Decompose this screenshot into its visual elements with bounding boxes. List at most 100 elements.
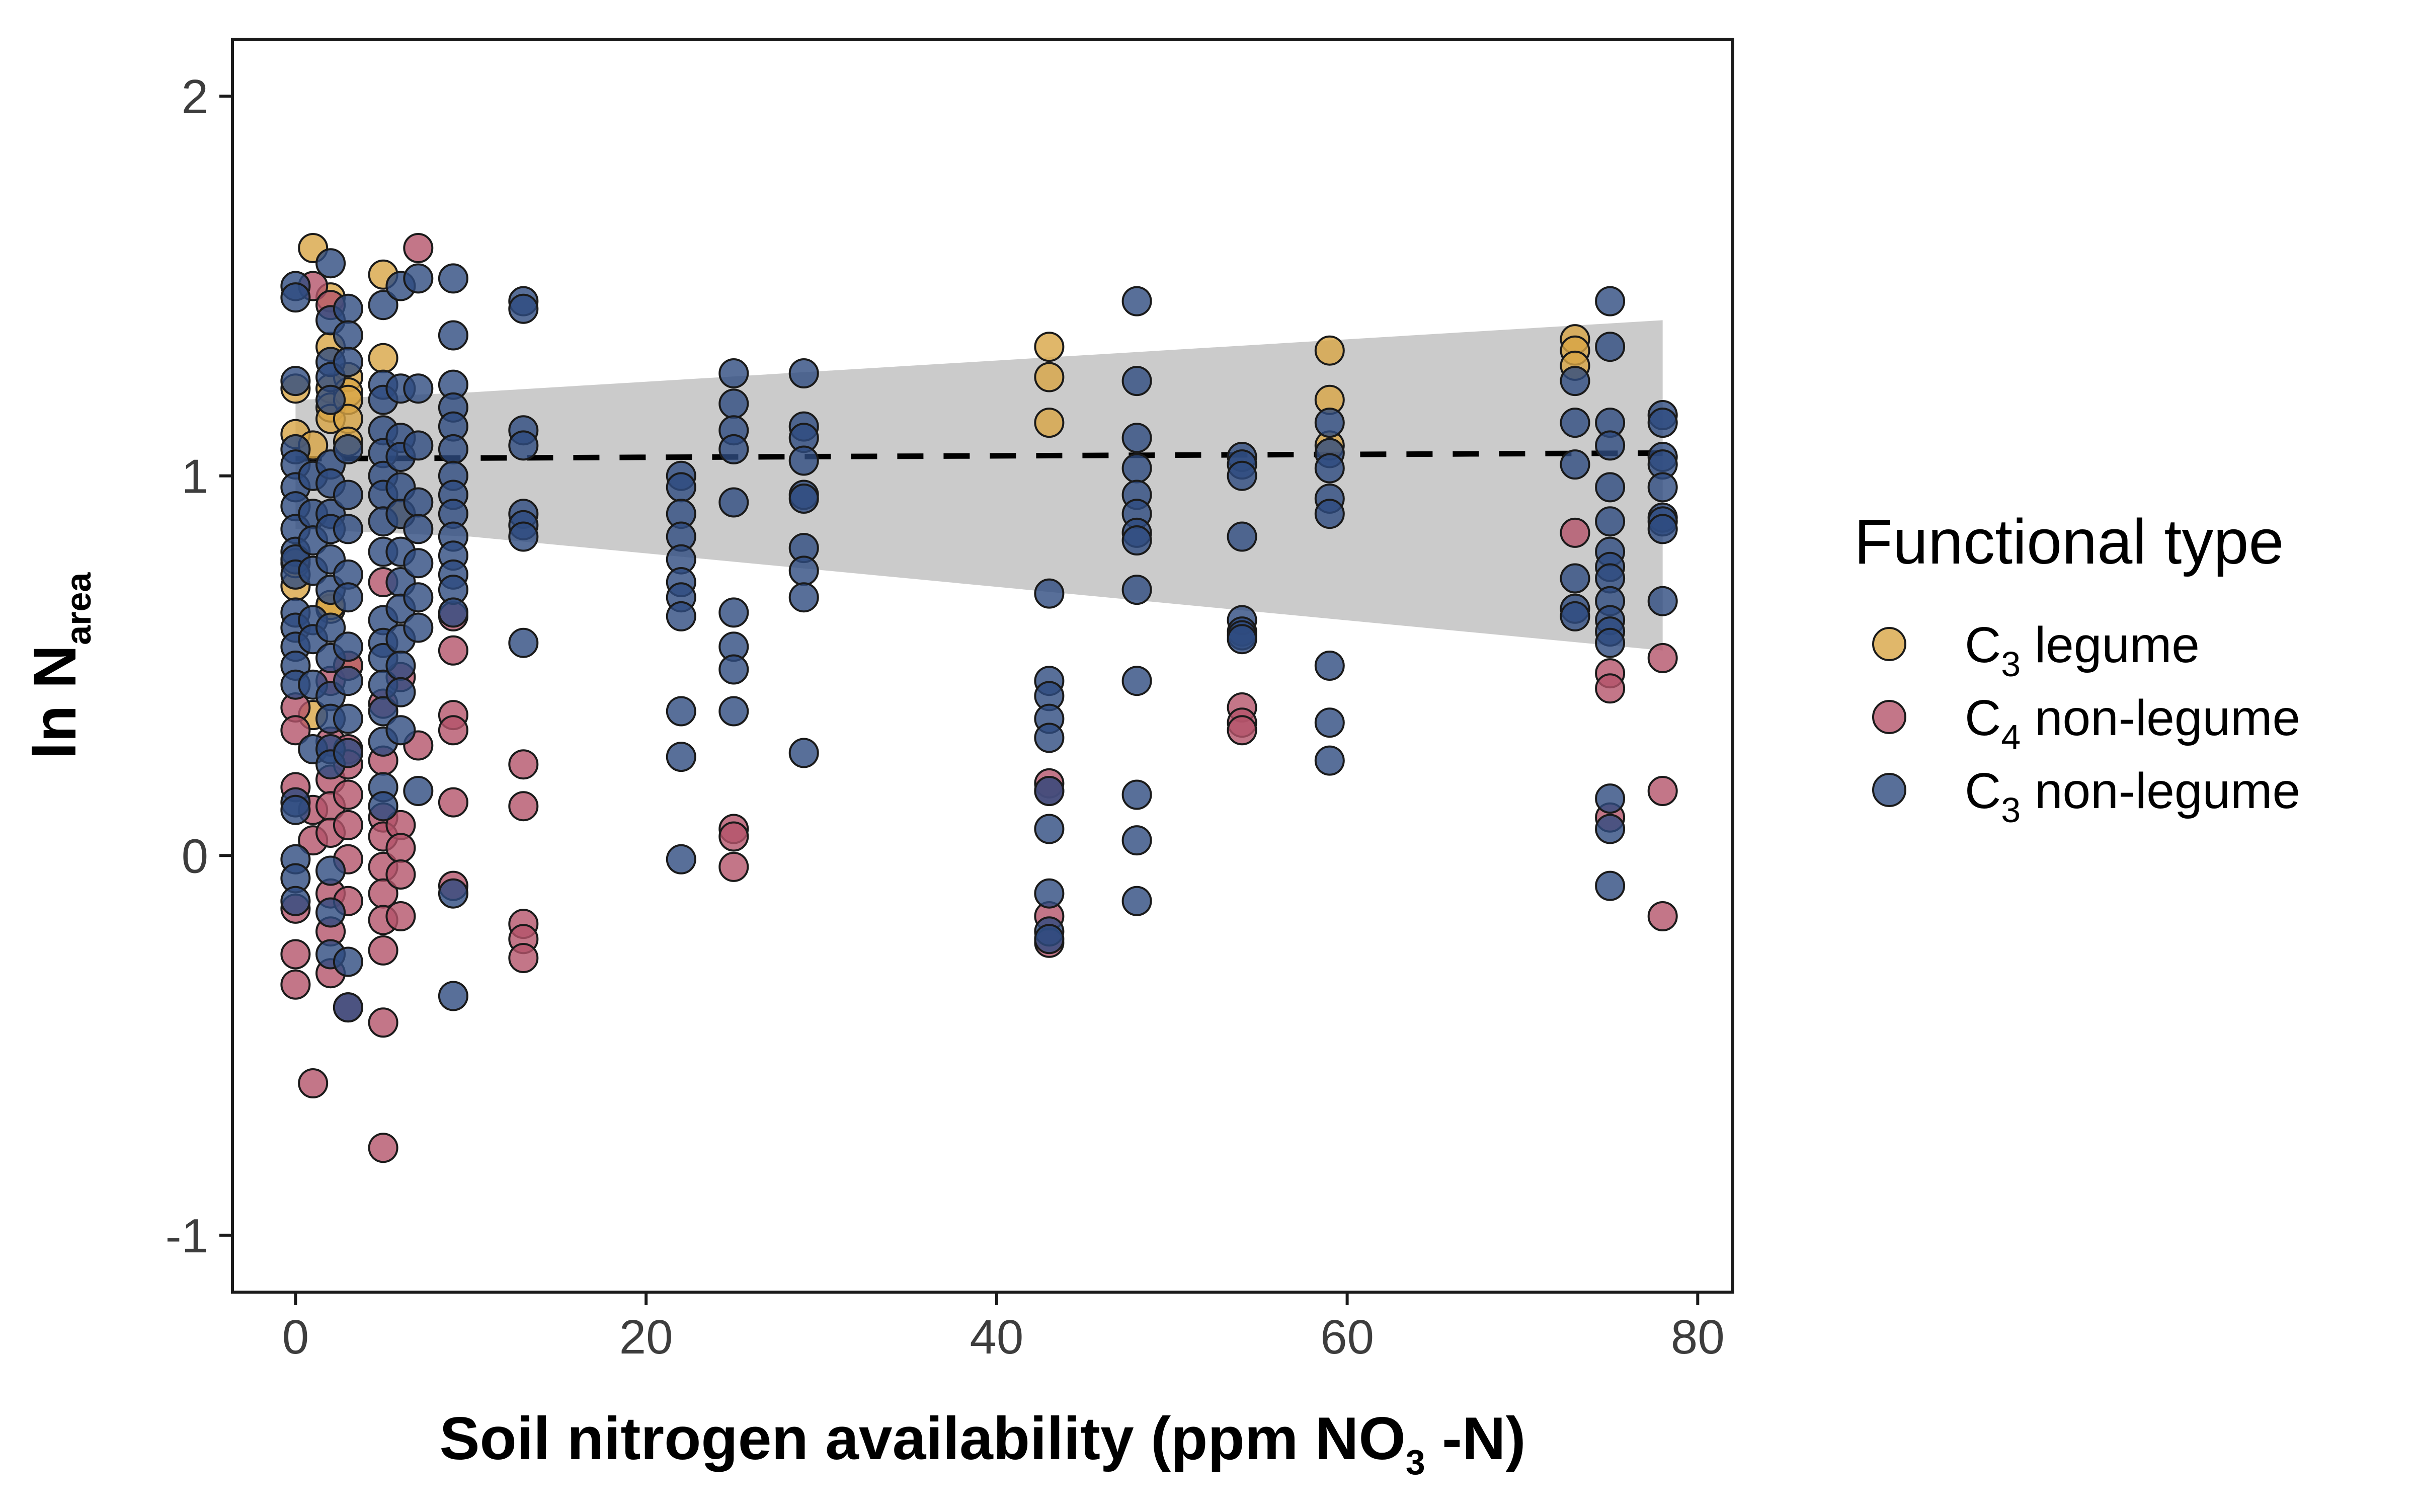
data-point <box>1121 453 1152 484</box>
x-tick-label: 40 <box>970 1310 1023 1364</box>
data-point <box>333 703 363 734</box>
data-point <box>508 749 539 780</box>
data-point <box>1595 783 1626 814</box>
data-point <box>788 582 819 613</box>
data-point <box>315 612 346 643</box>
legend-key <box>1872 773 1906 807</box>
data-point <box>1227 460 1257 491</box>
data-point <box>403 430 434 461</box>
data-point <box>718 434 749 464</box>
data-point <box>438 787 468 818</box>
data-point <box>403 514 434 544</box>
data-point <box>333 992 363 1023</box>
data-point <box>1314 707 1345 738</box>
data-point <box>280 282 311 313</box>
data-point <box>508 943 539 973</box>
data-point <box>1595 286 1626 316</box>
data-point <box>333 347 363 377</box>
series-3 <box>280 248 1678 1023</box>
data-point <box>1121 886 1152 916</box>
data-point <box>1314 651 1345 681</box>
data-point <box>1314 499 1345 529</box>
data-point <box>403 582 434 613</box>
data-point <box>718 851 749 882</box>
data-point <box>1034 776 1065 806</box>
data-point <box>1560 366 1590 396</box>
data-point <box>1121 575 1152 605</box>
data-point <box>1314 335 1345 366</box>
data-point <box>788 358 819 388</box>
data-point <box>385 901 416 931</box>
data-point <box>333 480 363 510</box>
data-point <box>385 651 416 681</box>
data-point <box>333 666 363 696</box>
data-point <box>1595 506 1626 537</box>
x-axis-title-tail: -N) <box>1425 1405 1526 1472</box>
data-point <box>403 776 434 806</box>
data-point <box>508 293 539 324</box>
x-axis-title-subscript: 3 <box>1406 1443 1425 1482</box>
data-point <box>368 1007 398 1038</box>
data-point <box>333 779 363 810</box>
data-point <box>1121 423 1152 453</box>
x-axis-title: Soil nitrogen availability (ppm NO3 -N) <box>439 1405 1525 1482</box>
data-point <box>403 373 434 404</box>
data-point <box>280 969 311 1000</box>
data-point <box>666 844 696 874</box>
data-point <box>1034 814 1065 844</box>
data-point <box>315 248 346 279</box>
data-point <box>1647 586 1678 616</box>
data-point <box>333 631 363 662</box>
data-point <box>385 833 416 863</box>
data-point <box>1560 601 1590 631</box>
data-point <box>1647 472 1678 503</box>
data-point <box>368 343 398 373</box>
data-point <box>718 358 749 388</box>
data-point <box>508 791 539 822</box>
data-point <box>1647 901 1678 931</box>
data-point <box>1034 362 1065 392</box>
data-point <box>368 696 398 727</box>
data-point <box>1121 825 1152 856</box>
data-point <box>1595 814 1626 844</box>
data-point <box>385 677 416 707</box>
data-point <box>315 897 346 928</box>
data-point <box>333 434 363 464</box>
data-point <box>280 939 311 970</box>
data-point <box>1034 578 1065 609</box>
data-point <box>438 635 468 666</box>
data-point <box>1560 449 1590 480</box>
y-tick-label: 1 <box>182 450 208 504</box>
data-point <box>298 1068 329 1098</box>
data-point <box>788 445 819 476</box>
data-point <box>1595 870 1626 901</box>
data-point <box>1121 666 1152 696</box>
data-point <box>1314 745 1345 776</box>
data-point <box>438 434 468 464</box>
data-point <box>1227 624 1257 655</box>
data-point <box>718 487 749 518</box>
legend-key <box>1872 627 1906 661</box>
data-point <box>438 320 468 351</box>
data-point <box>718 821 749 852</box>
data-point <box>508 430 539 461</box>
data-point <box>666 472 696 503</box>
x-tick-label: 80 <box>1671 1310 1725 1364</box>
data-point <box>280 886 311 916</box>
data-point <box>385 715 416 746</box>
data-point <box>438 263 468 294</box>
data-point <box>280 366 311 396</box>
y-tick-label: 2 <box>182 70 208 124</box>
data-point <box>280 715 311 746</box>
data-point <box>1034 332 1065 362</box>
data-point <box>333 946 363 977</box>
data-point <box>1647 408 1678 438</box>
x-axis-title-main: Soil nitrogen availability (ppm NO <box>439 1405 1405 1472</box>
data-point <box>1314 408 1345 438</box>
data-point <box>1560 408 1590 438</box>
data-point <box>438 981 468 1011</box>
data-point <box>718 388 749 419</box>
